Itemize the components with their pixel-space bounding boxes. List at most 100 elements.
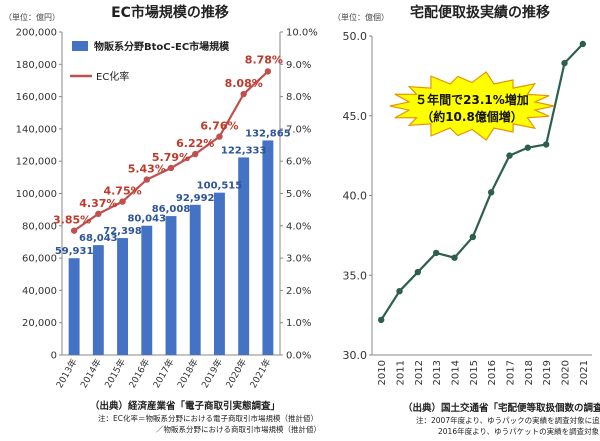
bar-value-label: 86,008: [152, 204, 191, 215]
left-chart-title: EC市場規模の推移: [111, 4, 229, 21]
parcel-x-tick-label: 2015: [469, 360, 480, 385]
left-note-1: 注：EC化率＝物販系分野における電子商取引市場規模（推計値）: [98, 413, 318, 423]
left-y-tick-label: 0: [51, 351, 57, 362]
parcel-point: [414, 268, 422, 276]
left-source: （出典）経済産業省「電子商取引実態調査」: [90, 400, 280, 412]
parcel-point: [524, 144, 532, 151]
ec-rate-label: 3.85%: [53, 214, 91, 227]
right-y-tick-label: 0.0%: [286, 351, 311, 362]
ec-rate-label: 8.78%: [245, 53, 283, 66]
left-y-unit: （単位：億円）: [4, 12, 60, 22]
ec-market-bar: [213, 192, 225, 355]
callout-starburst: [389, 71, 555, 141]
ec-market-bar: [238, 157, 250, 355]
parcel-y-tick-label: 40.0: [343, 190, 368, 203]
parcel-point: [432, 249, 440, 257]
x-tick-label: 2015年: [102, 357, 128, 391]
ec-rate-point: [216, 133, 223, 140]
ec-market-bar: [68, 258, 80, 355]
parcel-y-tick-label: 45.0: [343, 110, 368, 123]
ec-market-bar: [262, 140, 274, 355]
left-y-tick-label: 140,000: [16, 124, 57, 135]
parcel-y-tick-label: 50.0: [343, 30, 368, 43]
right-y-tick-label: 7.0%: [286, 124, 311, 135]
right-y-unit: （単位：億個）: [333, 12, 389, 22]
left-plot-area: 0 20,000 40,000 60,000 80,000 100,000 120,000 1…: [16, 28, 318, 391]
parcel-point: [561, 59, 568, 67]
x-tick-label: 2014年: [78, 357, 104, 391]
parcel-x-tick-label: 2020: [561, 360, 572, 385]
left-y-tick-label: 180,000: [16, 60, 57, 71]
bar-value-label: 132,865: [245, 128, 291, 139]
left-note-2: ／物販系分野における商取引市場規模（推計値）: [156, 424, 321, 434]
parcel-x-tick-label: 2012: [414, 360, 425, 385]
right-chart-title: 宅配便取扱実績の推移: [410, 4, 550, 21]
x-tick-label: 2019年: [199, 357, 225, 391]
parcel-x-tick-label: 2017: [506, 360, 517, 385]
parcel-y-tick-label: 30.0: [343, 349, 368, 362]
x-tick-label: 2017年: [150, 357, 176, 391]
ec-rate-label: 5.79%: [152, 151, 190, 164]
callout-line-1: ５年間で23.1%増加: [415, 92, 529, 107]
parcel-point: [487, 189, 495, 196]
legend-bar-swatch: [72, 41, 88, 51]
parcel-x-tick-label: 2016: [487, 360, 498, 385]
parcel-x-tick-label: 2019: [542, 360, 553, 385]
right-y-tick-label: 10.0%: [286, 28, 318, 39]
ec-rate-label: 6.22%: [176, 137, 214, 150]
left-y-tick-label: 120,000: [16, 157, 57, 168]
parcel-x-tick-label: 2014: [451, 360, 462, 385]
parcel-point: [542, 141, 550, 148]
right-y-tick-label: 2.0%: [286, 286, 311, 297]
right-source: （出典）国土交通省「宅配便等取扱個数の調査」: [403, 402, 600, 414]
right-y-tick-label: 6.0%: [286, 157, 311, 168]
ec-market-bar: [117, 238, 129, 355]
ec-rate-label: 4.37%: [79, 197, 117, 210]
right-note-1: 注：2007年度より、ゆうパックの実績を調査対象に追加。: [416, 415, 600, 425]
parcel-line: [380, 43, 584, 321]
ec-rate-label: 4.75%: [103, 185, 141, 198]
right-y-tick-label: 8.0%: [286, 92, 311, 103]
x-tick-label: 2020年: [223, 357, 249, 391]
parcel-x-tick-label: 2018: [524, 360, 535, 385]
parcel-point: [377, 316, 385, 324]
bar-value-label: 80,043: [127, 214, 166, 225]
right-plot-area: 30.0 35.0 40.0 45.0 50.0 2010 2011 2012 2013 2014…: [343, 30, 592, 385]
ec-market-bar: [189, 204, 201, 355]
x-tick-label: 2016年: [126, 357, 152, 391]
ec-rate-label: 6.76%: [200, 120, 238, 133]
right-note-2: 2016年度より、ゆうパケットの実績を調査対象に追加: [438, 426, 600, 436]
parcel-x-tick-label: 2021: [579, 360, 590, 385]
bar-value-label: 122,333: [221, 145, 267, 156]
right-y-tick-label: 5.0%: [286, 189, 311, 200]
left-y-tick-label: 80,000: [22, 221, 57, 232]
right-y-tick-label: 9.0%: [286, 60, 311, 71]
ec-rate-point: [167, 164, 175, 172]
ec-rate-point: [143, 176, 150, 183]
ec-rate-point: [119, 198, 126, 205]
bar-value-label: 72,398: [103, 226, 142, 237]
parcel-y-tick-label: 35.0: [343, 269, 368, 282]
ec-rate-point: [95, 210, 102, 218]
bar-value-label: 92,992: [176, 193, 215, 204]
left-y-tick-label: 20,000: [22, 318, 57, 329]
parcel-point: [579, 40, 587, 48]
left-y-tick-label: 100,000: [16, 189, 57, 200]
parcel-x-tick-label: 2013: [432, 360, 443, 385]
legend-bar-label: 物販系分野BtoC-EC市場規模: [94, 40, 230, 53]
ec-rate-point: [192, 150, 199, 158]
legend-line-label: EC化率: [96, 70, 129, 83]
ec-rate-label: 5.43%: [128, 163, 166, 176]
parcel-x-tick-label: 2011: [396, 360, 407, 385]
left-y-tick-label: 40,000: [22, 286, 57, 297]
bar-value-label: 59,931: [55, 246, 94, 257]
callout-line-2: （約10.8億個増）: [421, 109, 523, 124]
right-y-tick-label: 3.0%: [286, 254, 311, 265]
parcel-point: [396, 288, 403, 295]
parcel-x-tick-label: 2010: [377, 360, 388, 385]
bar-value-label: 100,515: [197, 181, 243, 192]
ec-rate-point: [240, 90, 247, 98]
x-tick-label: 2021年: [247, 357, 273, 391]
x-tick-label: 2018年: [174, 357, 200, 391]
